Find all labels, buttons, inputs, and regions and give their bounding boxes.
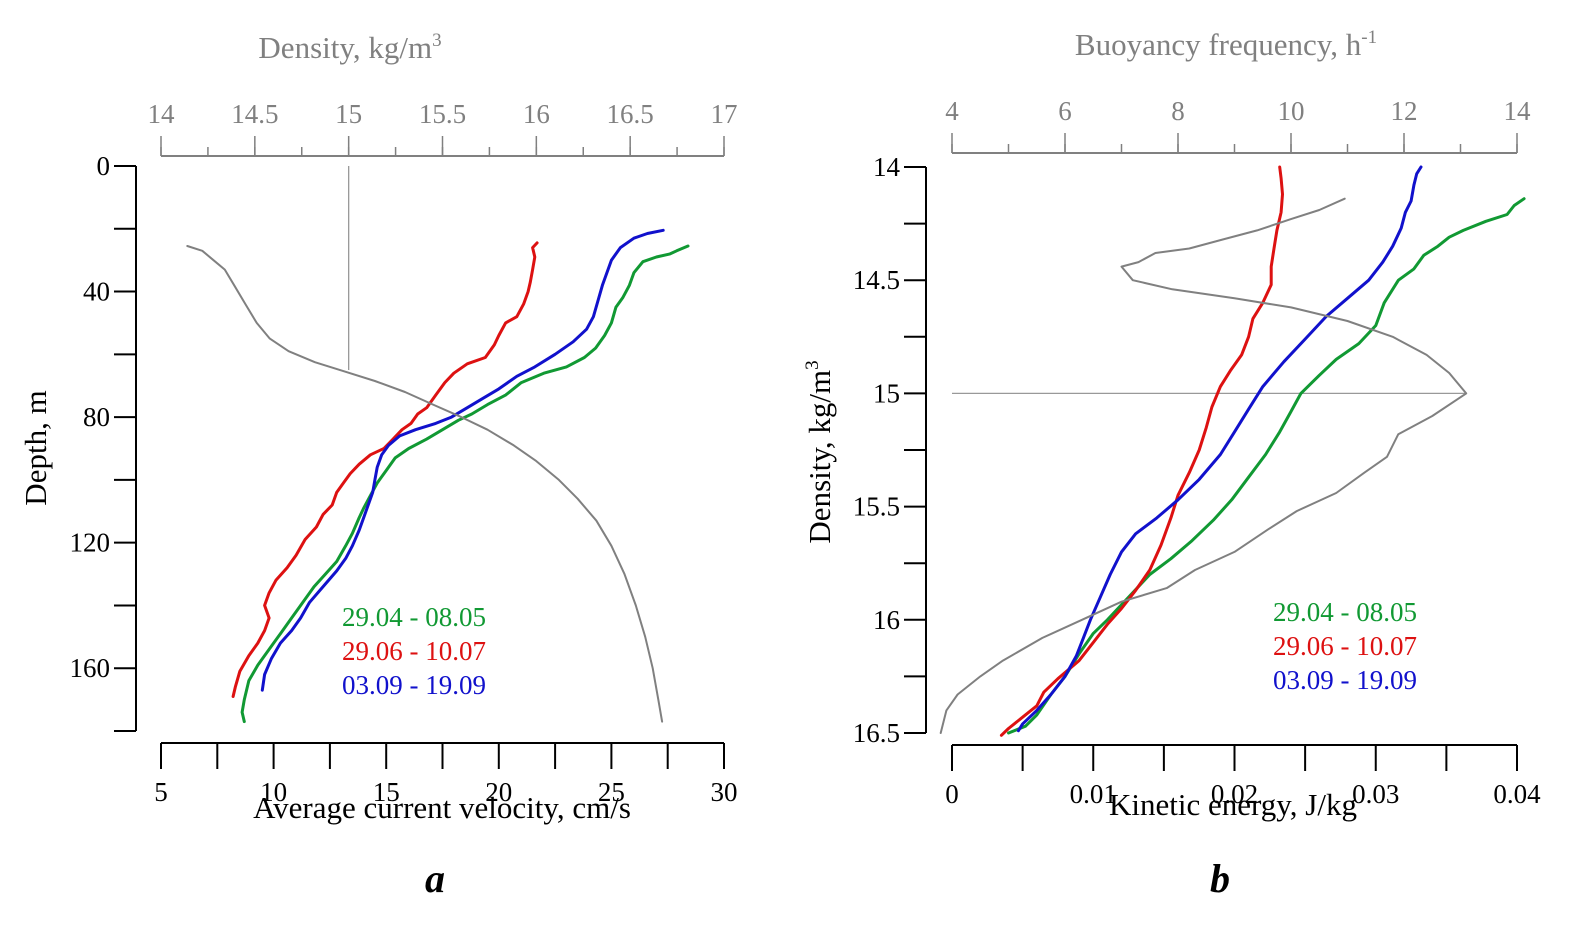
legend-entry: 29.06 - 10.07 — [1273, 631, 1417, 661]
legend-entry: 29.04 - 08.05 — [342, 602, 486, 632]
series-line-buoyancy-frequency — [939, 197, 1468, 734]
left-axis-tick-label: 120 — [70, 528, 111, 558]
left-axis-tick-label: 15 — [873, 378, 900, 408]
left-axis-tick-label: 0 — [97, 151, 111, 181]
legend-entry: 29.06 - 10.07 — [342, 636, 486, 666]
top-axis-tick-label: 15.5 — [419, 99, 466, 129]
legend-entry: 03.09 - 19.09 — [342, 670, 486, 700]
top-axis-tick-label: 8 — [1171, 96, 1185, 126]
panel-a-x-axis-title: Average current velocity, cm/s — [253, 790, 631, 825]
bottom-axis-tick-label: 0 — [945, 779, 959, 809]
panel-b-x-axis-title: Kinetic energy, J/kg — [1109, 787, 1357, 822]
panel-a-label: a — [425, 856, 445, 901]
series-line-density — [186, 245, 664, 723]
series-line-29-06-10-07 — [231, 241, 539, 698]
top-axis-tick-label: 14.5 — [231, 99, 278, 129]
left-axis-tick-label: 16.5 — [853, 718, 900, 748]
left-axis-tick-label: 160 — [70, 653, 111, 683]
top-axis-tick-label: 16 — [523, 99, 550, 129]
bottom-axis-tick-label: 30 — [711, 777, 738, 807]
top-axis-tick-label: 12 — [1391, 96, 1418, 126]
series-line-03-09-19-09 — [260, 228, 665, 692]
top-axis-tick-label: 6 — [1058, 96, 1072, 126]
panel-b: Buoyancy frequency, h-1 4 6 8 10 12 14 14 14.5… — [802, 27, 1541, 901]
panel-a-bottom-axis: 5 10 15 20 25 30 — [154, 742, 738, 807]
top-axis-tick-label: 16.5 — [607, 99, 654, 129]
bottom-axis-tick-label: 25 — [598, 777, 625, 807]
top-axis-tick-label: 14 — [148, 99, 176, 129]
left-axis-tick-label: 15.5 — [853, 492, 900, 522]
panel-b-bottom-axis: 0 0.01 0.02 0.03 0.04 — [945, 744, 1541, 809]
bottom-axis-tick-label: 0.01 — [1070, 779, 1117, 809]
panel-b-left-axis: 14 14.5 15 15.5 16 16.5 — [853, 152, 927, 748]
bottom-axis-tick-label: 0.04 — [1493, 779, 1541, 809]
bottom-axis-tick-label: 0.03 — [1352, 779, 1399, 809]
bottom-axis-tick-label: 10 — [260, 777, 287, 807]
left-axis-tick-label: 40 — [83, 277, 110, 307]
series-line-29-06-10-07 — [999, 165, 1284, 737]
bottom-axis-tick-label: 20 — [485, 777, 512, 807]
series-line-03-09-19-09 — [1016, 165, 1423, 733]
legend-entry: 29.04 - 08.05 — [1273, 597, 1417, 627]
panel-a-legend: 29.04 - 08.05 29.06 - 10.07 03.09 - 19.09 — [342, 602, 486, 700]
top-axis-tick-label: 17 — [711, 99, 738, 129]
panel-b-legend: 29.04 - 08.05 29.06 - 10.07 03.09 - 19.09 — [1273, 597, 1417, 695]
top-axis-tick-label: 15 — [335, 99, 362, 129]
panel-a-top-axis-title: Density, kg/m3 — [258, 30, 441, 65]
bottom-axis-tick-label: 5 — [154, 777, 168, 807]
series-line-29-04-08-05 — [240, 244, 690, 724]
legend-entry: 03.09 - 19.09 — [1273, 665, 1417, 695]
top-axis-tick-label: 10 — [1278, 96, 1305, 126]
left-axis-tick-label: 16 — [873, 605, 900, 635]
panel-b-series — [939, 165, 1526, 737]
panel-b-top-axis-title: Buoyancy frequency, h-1 — [1075, 27, 1377, 62]
left-axis-tick-label: 80 — [83, 402, 110, 432]
left-axis-tick-label: 14 — [873, 152, 901, 182]
bottom-axis-tick-label: 15 — [373, 777, 400, 807]
panel-a-top-axis: 14 14.5 15 15.5 16 16.5 17 — [148, 99, 738, 157]
panel-a-left-axis: 0 40 80 120 160 — [70, 151, 137, 732]
panel-b-label: b — [1210, 856, 1230, 901]
top-axis-tick-label: 4 — [945, 96, 959, 126]
series-line-29-04-08-05 — [1007, 197, 1526, 735]
bottom-axis-tick-label: 0.02 — [1211, 779, 1258, 809]
panel-a: Density, kg/m3 14 14.5 15 15.5 16 16.5 17 0 40 8… — [18, 30, 738, 901]
panel-b-y-axis-title: Density, kg/m3 — [802, 360, 837, 543]
top-axis-tick-label: 14 — [1504, 96, 1532, 126]
left-axis-tick-label: 14.5 — [853, 265, 900, 295]
panel-a-y-axis-title: Depth, m — [18, 390, 53, 505]
panel-b-top-axis: 4 6 8 10 12 14 — [945, 96, 1532, 154]
panel-a-series — [186, 166, 690, 724]
